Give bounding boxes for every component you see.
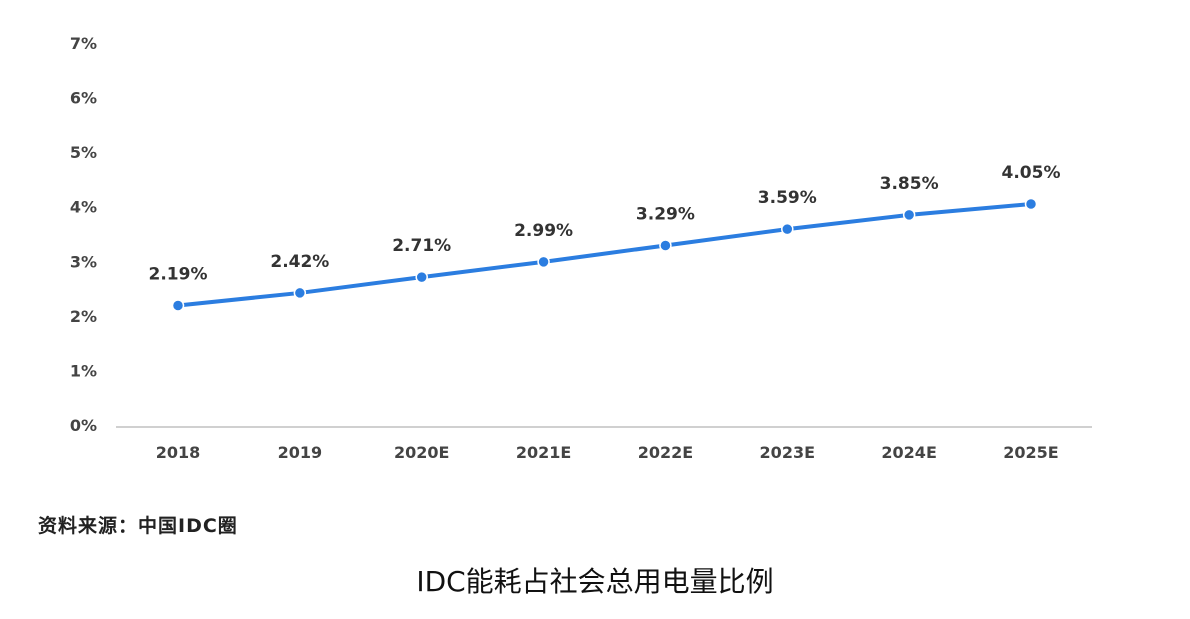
data-point <box>659 239 672 252</box>
data-label: 3.85% <box>880 174 939 194</box>
x-tick-label: 2019 <box>278 443 323 462</box>
data-point <box>537 255 550 269</box>
data-point <box>1024 197 1038 211</box>
data-label: 3.29% <box>636 204 695 224</box>
data-point <box>781 222 794 236</box>
data-point <box>902 208 916 222</box>
x-tick-label: 2020E <box>394 443 449 462</box>
x-tick-label: 2023E <box>760 443 815 462</box>
data-point <box>415 270 428 284</box>
data-label: 2.42% <box>270 252 329 272</box>
line-chart: 0% 1% 2% 3% 4% 5% 6% 7% 2018 2019 2020E 2021E 2022E 2… <box>70 34 1092 462</box>
x-tick-label: 2021E <box>516 443 571 462</box>
y-tick-label: 3% <box>70 252 97 271</box>
chart-caption: IDC能耗占社会总用电量比例 <box>416 565 774 598</box>
series-line <box>177 201 1032 308</box>
y-tick-label: 5% <box>70 143 97 162</box>
source-note: 资料来源：中国IDC圈 <box>38 515 238 537</box>
y-tick-label: 7% <box>70 34 97 53</box>
y-tick-label: 2% <box>70 307 97 326</box>
y-tick-label: 6% <box>70 89 97 108</box>
data-point <box>293 286 307 300</box>
y-tick-label: 1% <box>70 361 97 380</box>
x-tick-label: 2022E <box>638 443 693 462</box>
data-label: 3.59% <box>758 188 817 208</box>
data-label: 2.71% <box>392 236 451 256</box>
y-tick-label: 0% <box>70 416 97 435</box>
x-tick-label: 2024E <box>881 443 936 462</box>
x-tick-label: 2018 <box>156 443 201 462</box>
data-point <box>171 299 185 312</box>
data-label: 2.19% <box>149 264 208 284</box>
data-label: 4.05% <box>1002 163 1061 183</box>
x-tick-label: 2025E <box>1003 443 1058 462</box>
data-label: 2.99% <box>514 221 573 241</box>
y-tick-label: 4% <box>70 198 97 217</box>
